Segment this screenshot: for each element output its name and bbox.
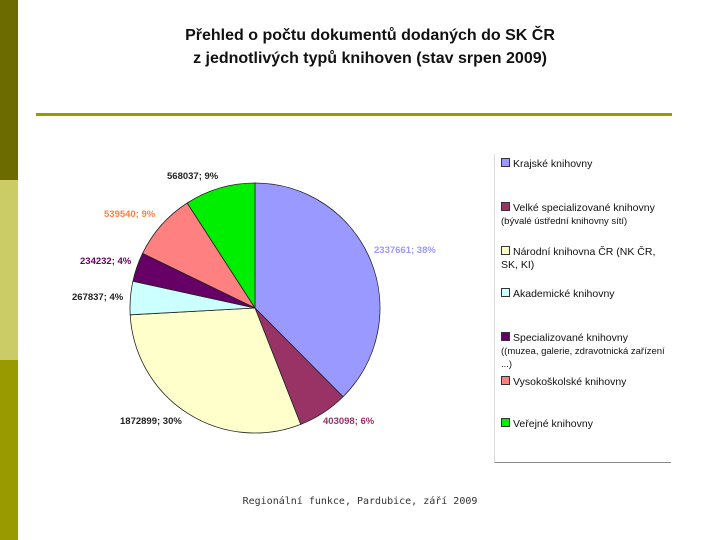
legend-item: Specializované knihovny ((muzea, galerie,… xyxy=(501,332,669,371)
pie-slice-7 xyxy=(186,182,256,310)
legend-label: Akademické knihovny xyxy=(513,288,615,300)
side-bar-bottom xyxy=(0,360,18,540)
legend-label: Vysokoškolské knihovny xyxy=(513,376,627,388)
slice-data-label: 539540; 9% xyxy=(104,209,156,220)
legend-swatch xyxy=(501,376,510,385)
footer-text: Regionální funkce, Pardubice, září 2009 xyxy=(242,496,478,507)
legend-item: Krajské knihovny xyxy=(501,158,669,171)
pie-slice-3 xyxy=(129,307,302,434)
legend-label: Velké specializované knihovny xyxy=(513,202,655,214)
title-line-2: z jednotlivých typů knihoven (stav srpen… xyxy=(193,50,547,67)
legend-item: Akademické knihovny xyxy=(501,288,669,301)
legend-item: Národní knihovna ČR (NK ČR, SK, KI) xyxy=(501,246,669,272)
title-line-1: Přehled o počtu dokumentů dodaných do SK… xyxy=(185,27,555,44)
legend-swatch xyxy=(501,158,510,167)
legend-label: Specializované knihovny xyxy=(513,332,628,344)
legend-swatch xyxy=(501,418,510,427)
legend-item: Veřejné knihovny xyxy=(501,418,669,431)
legend-swatch xyxy=(501,202,510,211)
slice-data-label: 234232; 4% xyxy=(80,256,132,267)
legend-swatch xyxy=(501,332,510,341)
legend-sublabel: ((muzea, galerie, zdravotnická zařízení … xyxy=(501,346,665,370)
legend-label: Národní knihovna ČR (NK ČR, SK, KI) xyxy=(501,246,656,271)
slide-title: Přehled o počtu dokumentů dodaných do SK… xyxy=(110,24,630,70)
slice-data-label: 267837; 4% xyxy=(72,292,124,303)
chart-legend: Krajské knihovny Velké specializované kni… xyxy=(494,154,671,463)
slice-data-label: 568037; 9% xyxy=(167,171,219,182)
legend-label: Veřejné knihovny xyxy=(513,418,593,430)
legend-swatch xyxy=(501,246,510,255)
legend-sublabel: (bývalé ústřední knihovny sítí) xyxy=(501,216,628,227)
slice-data-label: 403098; 6% xyxy=(323,416,375,427)
legend-label: Krajské knihovny xyxy=(513,158,593,170)
side-bar-middle xyxy=(0,180,18,360)
legend-item: Vysokoškolské knihovny xyxy=(501,376,669,389)
pie-slice-1 xyxy=(254,182,381,398)
legend-item: Velké specializované knihovny (bývalé úst… xyxy=(501,202,669,228)
slice-data-label: 2337661; 38% xyxy=(374,245,436,256)
slice-data-label: 1872899; 30% xyxy=(120,416,182,427)
legend-swatch xyxy=(501,288,510,297)
side-bar-top xyxy=(0,0,18,180)
title-divider xyxy=(36,113,672,116)
